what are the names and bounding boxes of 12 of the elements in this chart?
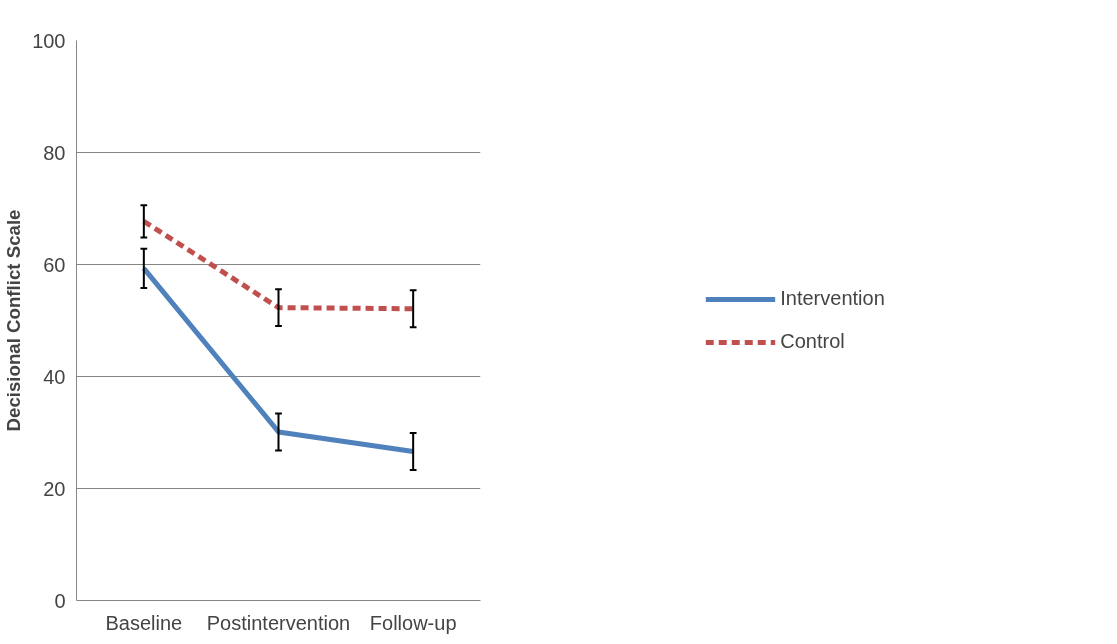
x-tick-label: Postintervention — [206, 611, 351, 634]
y-axis-title: Decisional Conflict Scale — [3, 209, 25, 432]
y-tick-label: 60 — [43, 253, 66, 276]
legend-label: Intervention — [780, 287, 885, 310]
y-tick-label: 40 — [43, 365, 66, 388]
y-tick-label: 0 — [54, 589, 66, 612]
x-tick-label: Baseline — [105, 611, 183, 634]
y-tick-label: 100 — [32, 29, 66, 52]
y-tick-label: 20 — [43, 477, 66, 500]
legend-label: Control — [780, 330, 845, 353]
y-tick-label: 80 — [43, 141, 66, 164]
x-tick-label: Follow-up — [369, 611, 457, 634]
